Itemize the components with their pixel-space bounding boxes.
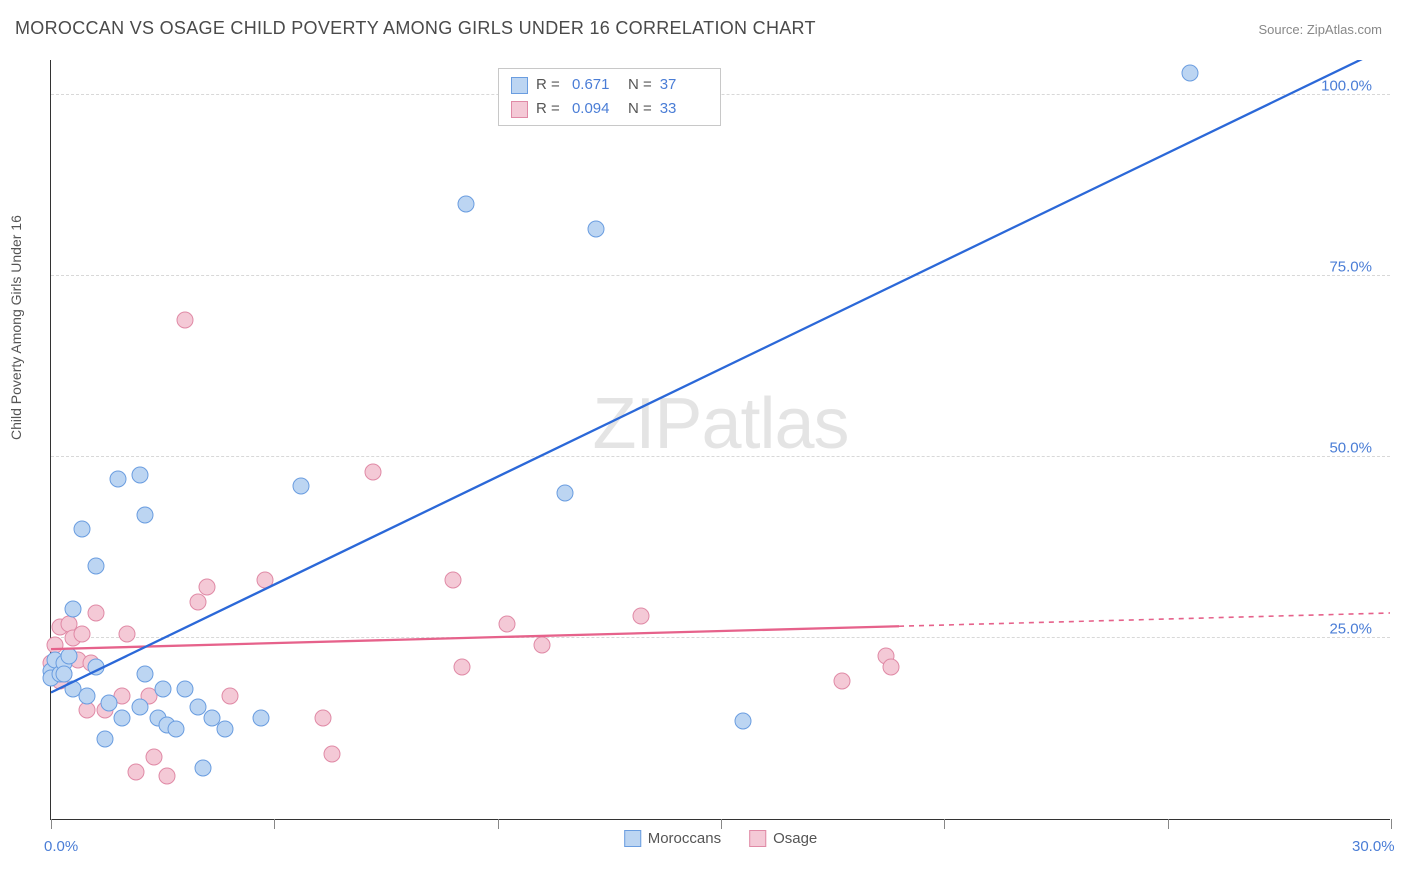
- stat-label: N =: [628, 73, 652, 97]
- gridline: [51, 275, 1390, 276]
- x-tick: [51, 819, 52, 829]
- data-point-osage: [632, 608, 649, 625]
- y-tick-label: 25.0%: [1329, 621, 1372, 638]
- data-point-moroccan: [101, 695, 118, 712]
- watermark: ZIPatlas: [592, 383, 848, 465]
- data-point-osage: [190, 593, 207, 610]
- trend-moroccan-solid: [51, 60, 1390, 693]
- data-point-moroccan: [60, 648, 77, 665]
- data-point-osage: [445, 572, 462, 589]
- plot-area: ZIPatlas R = 0.671 N = 37 R = 0.094 N = …: [50, 60, 1390, 820]
- x-tick-label-max: 30.0%: [1352, 838, 1395, 855]
- data-point-osage: [221, 687, 238, 704]
- data-point-osage: [453, 659, 470, 676]
- swatch-moroccan-icon: [511, 77, 528, 94]
- stat-r-osage: 0.094: [572, 97, 620, 121]
- data-point-moroccan: [87, 659, 104, 676]
- bottom-legend: Moroccans Osage: [624, 830, 818, 847]
- legend-label-moroccan: Moroccans: [648, 830, 721, 847]
- y-tick-label: 75.0%: [1329, 259, 1372, 276]
- data-point-moroccan: [735, 713, 752, 730]
- data-point-moroccan: [65, 601, 82, 618]
- data-point-moroccan: [194, 760, 211, 777]
- data-point-moroccan: [110, 470, 127, 487]
- data-point-osage: [324, 745, 341, 762]
- data-point-osage: [118, 626, 135, 643]
- chart-source: Source: ZipAtlas.com: [1258, 22, 1382, 37]
- data-point-osage: [78, 702, 95, 719]
- legend-label-osage: Osage: [773, 830, 817, 847]
- legend-stats-row-osage: R = 0.094 N = 33: [511, 97, 708, 121]
- data-point-moroccan: [217, 720, 234, 737]
- trend-osage-dashed: [899, 613, 1390, 626]
- trend-lines-layer: [51, 60, 1390, 819]
- y-tick-label: 50.0%: [1329, 440, 1372, 457]
- data-point-moroccan: [74, 521, 91, 538]
- legend-item-osage: Osage: [749, 830, 817, 847]
- data-point-osage: [199, 579, 216, 596]
- data-point-moroccan: [556, 485, 573, 502]
- data-point-osage: [177, 311, 194, 328]
- data-point-moroccan: [87, 557, 104, 574]
- stat-n-osage: 33: [660, 97, 708, 121]
- x-tick: [274, 819, 275, 829]
- data-point-moroccan: [293, 478, 310, 495]
- y-tick-label: 100.0%: [1321, 78, 1372, 95]
- data-point-moroccan: [458, 195, 475, 212]
- data-point-osage: [882, 659, 899, 676]
- data-point-osage: [315, 709, 332, 726]
- stat-label: N =: [628, 97, 652, 121]
- legend-stats-row-moroccan: R = 0.671 N = 37: [511, 73, 708, 97]
- data-point-osage: [145, 749, 162, 766]
- data-point-moroccan: [136, 507, 153, 524]
- data-point-moroccan: [136, 666, 153, 683]
- legend-item-moroccan: Moroccans: [624, 830, 721, 847]
- data-point-moroccan: [154, 680, 171, 697]
- data-point-moroccan: [132, 698, 149, 715]
- legend-stats-box: R = 0.671 N = 37 R = 0.094 N = 33: [498, 68, 721, 126]
- x-tick: [721, 819, 722, 829]
- x-tick: [1391, 819, 1392, 829]
- data-point-osage: [534, 637, 551, 654]
- x-tick: [1168, 819, 1169, 829]
- gridline: [51, 637, 1390, 638]
- stat-n-moroccan: 37: [660, 73, 708, 97]
- swatch-moroccan-icon: [624, 830, 641, 847]
- x-tick-label-min: 0.0%: [44, 838, 78, 855]
- data-point-osage: [127, 763, 144, 780]
- chart-title: MOROCCAN VS OSAGE CHILD POVERTY AMONG GI…: [15, 18, 816, 39]
- gridline: [51, 456, 1390, 457]
- data-point-moroccan: [252, 709, 269, 726]
- data-point-moroccan: [132, 467, 149, 484]
- data-point-osage: [87, 604, 104, 621]
- data-point-osage: [364, 463, 381, 480]
- x-tick: [944, 819, 945, 829]
- data-point-osage: [74, 626, 91, 643]
- x-tick: [498, 819, 499, 829]
- data-point-osage: [257, 572, 274, 589]
- stat-r-moroccan: 0.671: [572, 73, 620, 97]
- data-point-moroccan: [587, 221, 604, 238]
- y-axis-label: Child Poverty Among Girls Under 16: [8, 215, 24, 440]
- data-point-moroccan: [177, 680, 194, 697]
- data-point-osage: [159, 767, 176, 784]
- swatch-osage-icon: [511, 101, 528, 118]
- data-point-osage: [833, 673, 850, 690]
- data-point-osage: [498, 615, 515, 632]
- data-point-moroccan: [114, 709, 131, 726]
- stat-label: R =: [536, 97, 564, 121]
- stat-label: R =: [536, 73, 564, 97]
- swatch-osage-icon: [749, 830, 766, 847]
- data-point-moroccan: [1182, 65, 1199, 82]
- data-point-moroccan: [96, 731, 113, 748]
- data-point-moroccan: [168, 720, 185, 737]
- data-point-moroccan: [78, 687, 95, 704]
